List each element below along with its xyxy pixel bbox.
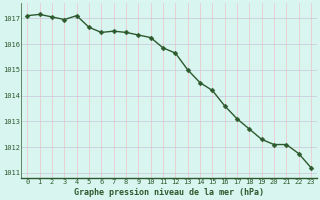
X-axis label: Graphe pression niveau de la mer (hPa): Graphe pression niveau de la mer (hPa): [74, 188, 264, 197]
